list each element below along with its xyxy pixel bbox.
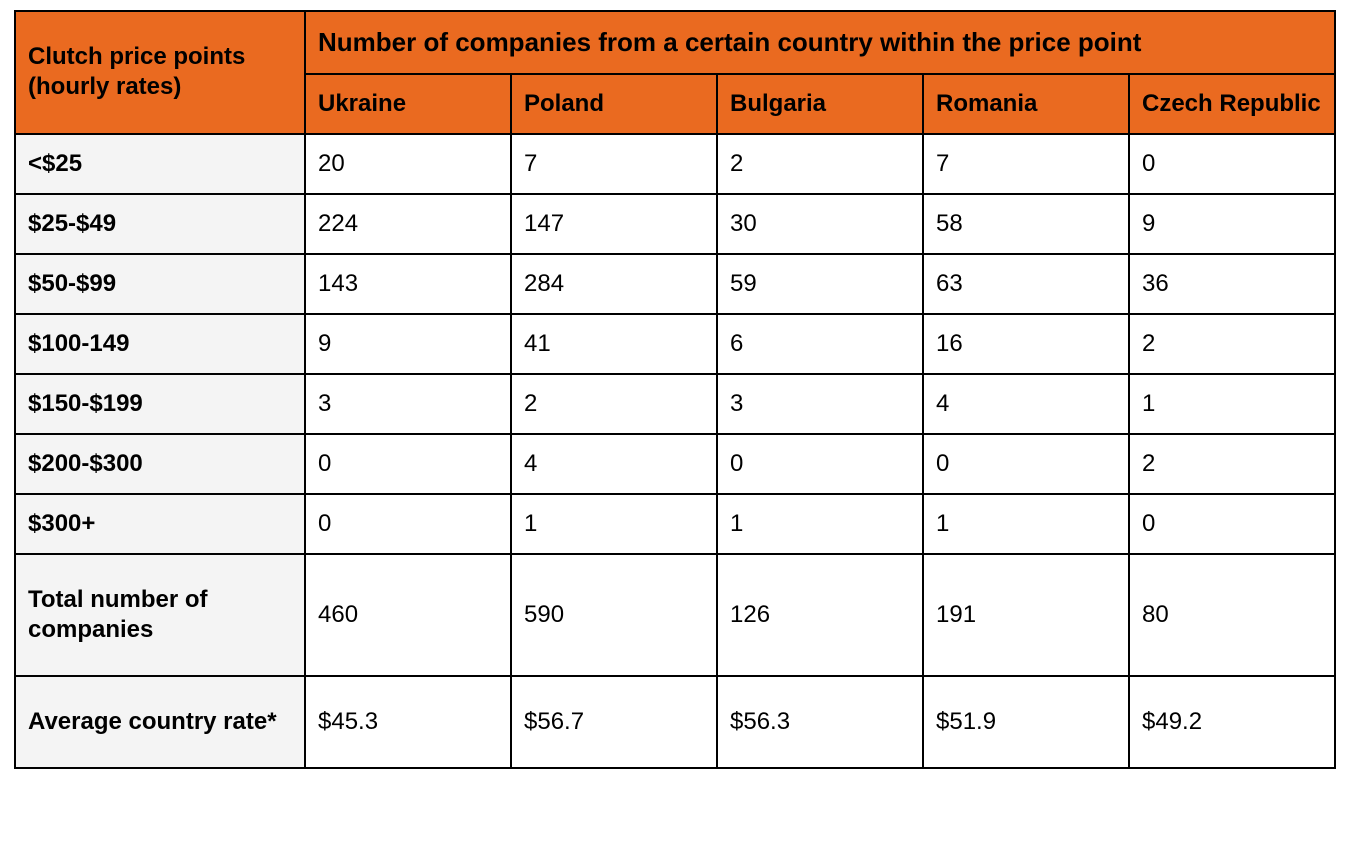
cell-value: $56.7 xyxy=(511,676,717,768)
row-label: Average country rate* xyxy=(15,676,305,768)
table-row: Average country rate*$45.3$56.7$56.3$51.… xyxy=(15,676,1335,768)
cell-value: 590 xyxy=(511,554,717,676)
cell-value: 4 xyxy=(923,374,1129,434)
cell-value: 4 xyxy=(511,434,717,494)
cell-value: 126 xyxy=(717,554,923,676)
row-label: $150-$199 xyxy=(15,374,305,434)
cell-value: 460 xyxy=(305,554,511,676)
cell-value: 0 xyxy=(923,434,1129,494)
table-row: $200-$30004002 xyxy=(15,434,1335,494)
cell-value: 2 xyxy=(717,134,923,194)
table-row: $150-$19932341 xyxy=(15,374,1335,434)
row-label: <$25 xyxy=(15,134,305,194)
cell-value: 191 xyxy=(923,554,1129,676)
col-header-ukraine: Ukraine xyxy=(305,74,511,134)
table-row: $300+01110 xyxy=(15,494,1335,554)
cell-value: 143 xyxy=(305,254,511,314)
cell-value: 58 xyxy=(923,194,1129,254)
col-header-poland: Poland xyxy=(511,74,717,134)
cell-value: 20 xyxy=(305,134,511,194)
cell-value: 0 xyxy=(717,434,923,494)
row-header-title: Clutch price points (hourly rates) xyxy=(15,11,305,134)
table-body: <$25207270$25-$4922414730589$50-$9914328… xyxy=(15,134,1335,768)
cell-value: $56.3 xyxy=(717,676,923,768)
table-row: Total number of companies46059012619180 xyxy=(15,554,1335,676)
cell-value: $45.3 xyxy=(305,676,511,768)
cell-value: 9 xyxy=(305,314,511,374)
row-label: $300+ xyxy=(15,494,305,554)
cell-value: 9 xyxy=(1129,194,1335,254)
table-header: Clutch price points (hourly rates) Numbe… xyxy=(15,11,1335,134)
cell-value: 16 xyxy=(923,314,1129,374)
table-row: <$25207270 xyxy=(15,134,1335,194)
cell-value: 3 xyxy=(305,374,511,434)
cell-value: 0 xyxy=(305,434,511,494)
cell-value: 0 xyxy=(305,494,511,554)
col-header-romania: Romania xyxy=(923,74,1129,134)
table-row: $100-1499416162 xyxy=(15,314,1335,374)
cell-value: 63 xyxy=(923,254,1129,314)
cell-value: 41 xyxy=(511,314,717,374)
cell-value: 6 xyxy=(717,314,923,374)
cell-value: 1 xyxy=(717,494,923,554)
cell-value: 2 xyxy=(1129,434,1335,494)
cell-value: 30 xyxy=(717,194,923,254)
cell-value: 36 xyxy=(1129,254,1335,314)
cell-value: 0 xyxy=(1129,494,1335,554)
cell-value: 59 xyxy=(717,254,923,314)
table-row: $50-$99143284596336 xyxy=(15,254,1335,314)
row-label: $100-149 xyxy=(15,314,305,374)
cell-value: 7 xyxy=(923,134,1129,194)
col-header-bulgaria: Bulgaria xyxy=(717,74,923,134)
row-label: $25-$49 xyxy=(15,194,305,254)
cell-value: $51.9 xyxy=(923,676,1129,768)
cell-value: $49.2 xyxy=(1129,676,1335,768)
cell-value: 7 xyxy=(511,134,717,194)
row-label: $200-$300 xyxy=(15,434,305,494)
cell-value: 80 xyxy=(1129,554,1335,676)
row-label: $50-$99 xyxy=(15,254,305,314)
cell-value: 1 xyxy=(511,494,717,554)
cell-value: 3 xyxy=(717,374,923,434)
table-row: $25-$4922414730589 xyxy=(15,194,1335,254)
cell-value: 1 xyxy=(1129,374,1335,434)
cell-value: 0 xyxy=(1129,134,1335,194)
cell-value: 284 xyxy=(511,254,717,314)
cell-value: 224 xyxy=(305,194,511,254)
cell-value: 2 xyxy=(1129,314,1335,374)
col-header-czech: Czech Republic xyxy=(1129,74,1335,134)
cell-value: 1 xyxy=(923,494,1129,554)
row-label: Total number of companies xyxy=(15,554,305,676)
cell-value: 2 xyxy=(511,374,717,434)
spanner-title: Number of companies from a certain count… xyxy=(305,11,1335,74)
cell-value: 147 xyxy=(511,194,717,254)
price-points-table: Clutch price points (hourly rates) Numbe… xyxy=(14,10,1336,769)
